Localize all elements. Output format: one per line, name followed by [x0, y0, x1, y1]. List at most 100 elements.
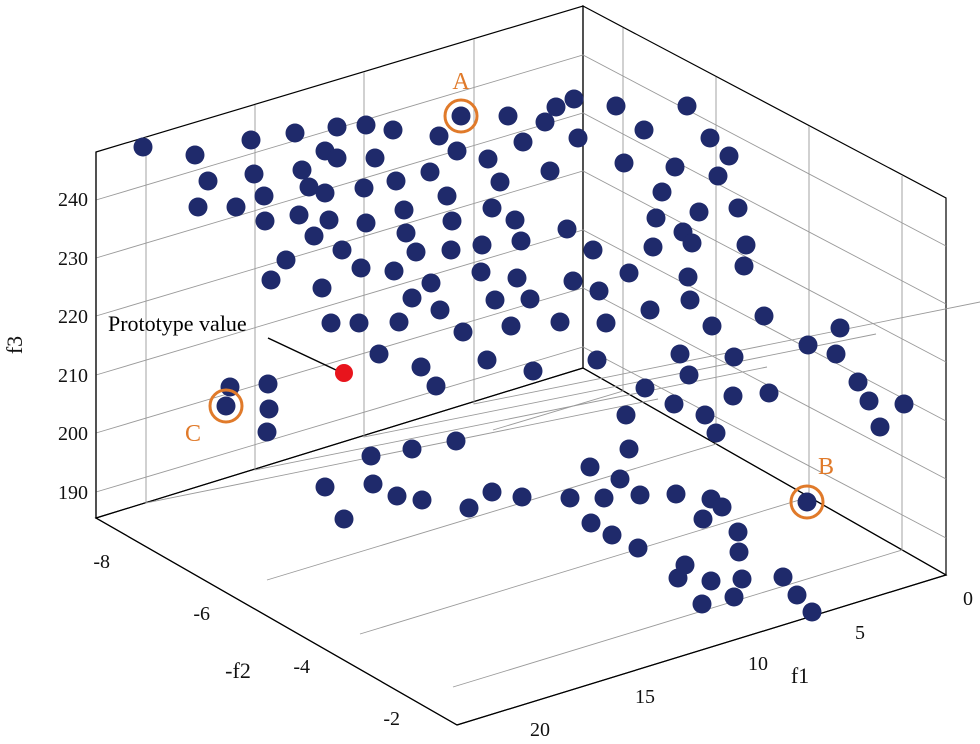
data-point: [389, 312, 409, 332]
data-points: [133, 89, 914, 622]
data-point: [729, 542, 749, 562]
data-point: [702, 316, 722, 336]
data-point: [327, 148, 347, 168]
data-point: [734, 256, 754, 276]
x-tick-label: 5: [855, 622, 865, 644]
data-point: [361, 446, 381, 466]
data-point: [666, 484, 686, 504]
z-tick-labels: 240 230 220 210 200 190: [58, 189, 88, 504]
back-wall-left: [95, 5, 584, 519]
data-point: [677, 96, 697, 116]
data-point: [369, 344, 389, 364]
data-point: [610, 469, 630, 489]
grid-line: [492, 28, 624, 431]
prototype-leader-line: [267, 337, 337, 371]
data-point: [482, 198, 502, 218]
data-point: [261, 270, 281, 290]
data-point: [254, 186, 274, 206]
data-point: [257, 422, 277, 442]
data-point: [334, 509, 354, 529]
data-point: [712, 497, 732, 517]
data-point: [437, 186, 457, 206]
grid-line: [95, 170, 947, 363]
z-tick-label: 190: [58, 482, 88, 504]
data-point: [550, 312, 570, 332]
data-point: [133, 137, 153, 157]
data-point: [580, 457, 600, 477]
data-point: [356, 213, 376, 233]
data-point: [276, 250, 296, 270]
data-point: [830, 318, 850, 338]
data-point: [652, 182, 672, 202]
data-point: [241, 130, 261, 150]
data-point: [701, 571, 721, 591]
data-point: [870, 417, 890, 437]
data-point: [802, 602, 822, 622]
data-point: [511, 231, 531, 251]
data-point: [706, 423, 726, 443]
data-point: [724, 587, 744, 607]
data-point: [754, 306, 774, 326]
data-point: [315, 183, 335, 203]
data-point: [665, 157, 685, 177]
data-point: [349, 313, 369, 333]
highlight-ring-b: [789, 484, 825, 520]
data-point: [679, 365, 699, 385]
z-tick-label: 220: [58, 306, 88, 328]
data-point: [728, 198, 748, 218]
data-point: [670, 344, 690, 364]
data-point: [798, 335, 818, 355]
data-point: [563, 271, 583, 291]
prototype-point: [335, 364, 353, 382]
data-point: [490, 172, 510, 192]
data-point: [723, 386, 743, 406]
y-tick-label: -2: [383, 708, 400, 730]
data-point: [859, 391, 879, 411]
data-point: [564, 89, 584, 109]
data-point: [498, 106, 518, 126]
data-point: [695, 405, 715, 425]
data-point: [602, 525, 622, 545]
data-point: [394, 200, 414, 220]
z-tick-label: 210: [58, 365, 88, 387]
data-point: [198, 171, 218, 191]
prototype-annotation: Prototype value: [108, 311, 353, 382]
data-point: [724, 347, 744, 367]
y-tick-label: -4: [293, 656, 310, 678]
data-point: [471, 262, 491, 282]
data-point: [719, 146, 739, 166]
data-point: [689, 202, 709, 222]
highlight-label-a: A: [452, 69, 470, 95]
data-point: [315, 477, 335, 497]
data-point: [535, 112, 555, 132]
x-tick-label: 0: [963, 588, 973, 610]
data-point: [894, 394, 914, 414]
data-point: [640, 300, 660, 320]
data-point: [354, 178, 374, 198]
data-point: [664, 394, 684, 414]
y-tick-label: -6: [193, 603, 210, 625]
highlight-label-c: C: [185, 421, 201, 447]
data-point: [643, 237, 663, 257]
x-tick-label: 10: [748, 653, 768, 675]
data-point: [365, 148, 385, 168]
data-point: [185, 145, 205, 165]
data-point: [244, 164, 264, 184]
data-point: [505, 210, 525, 230]
highlight-label-b: B: [818, 454, 834, 480]
grid-line: [95, 346, 947, 539]
data-point: [736, 235, 756, 255]
grid-line: [145, 137, 659, 504]
data-point: [332, 240, 352, 260]
grid-line: [266, 77, 717, 581]
data-point: [430, 300, 450, 320]
data-point: [826, 344, 846, 364]
data-point: [692, 594, 712, 614]
data-point: [451, 106, 471, 126]
prototype-label: Prototype value: [108, 311, 247, 336]
highlight-markers: A B C: [185, 69, 834, 520]
data-point: [312, 278, 332, 298]
data-point: [482, 482, 502, 502]
axes-lines: [95, 152, 947, 726]
